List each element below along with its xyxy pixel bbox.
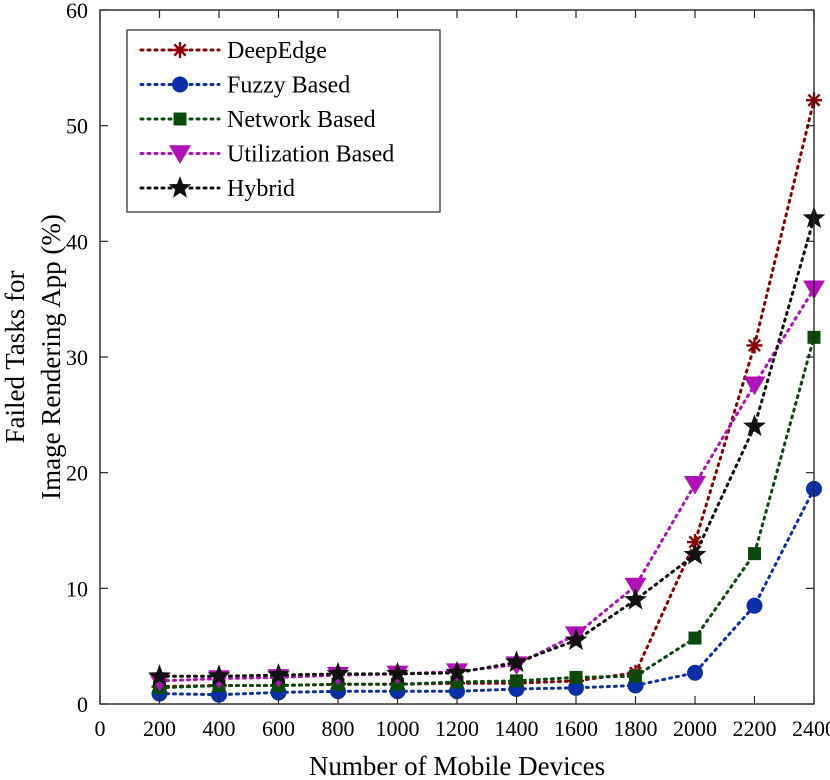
x-tick-label: 1400 [495, 716, 539, 741]
x-tick-label: 200 [143, 716, 176, 741]
y-tick-label: 40 [66, 229, 88, 254]
data-point-network-based [629, 669, 642, 683]
x-axis-label: Number of Mobile Devices [309, 751, 605, 780]
x-tick-label: 0 [95, 716, 106, 741]
data-point-utilization-based [684, 475, 706, 495]
data-point-hybrid [505, 650, 528, 673]
y-tick-label: 0 [77, 692, 88, 717]
legend-label-network-based: Network Based [227, 107, 376, 133]
x-tick-label: 600 [262, 716, 295, 741]
x-tick-label: 1800 [614, 716, 658, 741]
data-point-hybrid [207, 664, 231, 686]
legend-label-utilization-based: Utilization Based [227, 142, 394, 168]
legend-marker-hybrid [168, 176, 192, 198]
data-point-fuzzy-based [746, 597, 763, 614]
x-tick-label: 1600 [554, 716, 598, 741]
legend-marker-network-based [173, 112, 187, 126]
data-point-hybrid [267, 663, 290, 685]
x-tick-label: 400 [203, 716, 236, 741]
legend: DeepEdge Fuzzy Based Network Based Utilizat… [126, 29, 441, 213]
y-tick-label: 60 [66, 0, 88, 23]
data-point-hybrid [624, 587, 647, 610]
x-tick-label: 2200 [733, 716, 777, 741]
y-axis-label-line-2: Image Rendering App (%) [36, 214, 66, 500]
data-point-network-based [569, 670, 583, 684]
legend-label-deepedge: DeepEdge [227, 38, 327, 64]
data-point-hybrid [326, 661, 350, 684]
y-tick-label: 50 [66, 114, 88, 139]
legend-marker-utilization-based [169, 145, 191, 164]
y-tick-label: 20 [66, 461, 88, 486]
x-tick-label: 800 [322, 716, 355, 741]
legend-marker-fuzzy-based [172, 76, 188, 93]
y-tick-label: 30 [66, 345, 88, 370]
data-point-utilization-based [624, 577, 647, 597]
plot-marks [148, 92, 826, 703]
data-point-network-based [748, 547, 761, 561]
data-point-hybrid [148, 664, 171, 686]
series-line-hybrid [158, 216, 816, 678]
y-tick-label: 10 [66, 576, 88, 601]
data-point-deepedge [746, 337, 763, 354]
data-point-hybrid [743, 414, 766, 437]
axis-ticks: 0 200 400 600 800 1000 1200 1400 1600 1800 2000 220… [66, 0, 830, 741]
data-point-hybrid [386, 661, 409, 684]
series-line-utilization-based [158, 287, 816, 683]
x-tick-label: 2000 [673, 716, 717, 741]
data-point-utilization-based [743, 376, 766, 396]
series-line-fuzzy-based [158, 487, 816, 697]
x-tick-label: 1000 [376, 716, 420, 741]
data-point-utilization-based [148, 672, 171, 692]
x-tick-label: 1200 [435, 716, 479, 741]
series-line-deepedge [158, 98, 816, 689]
data-point-hybrid [564, 628, 588, 651]
legend-marker-deepedge [172, 42, 188, 58]
legend-label-hybrid: Hybrid [227, 176, 295, 202]
data-point-network-based [510, 674, 523, 688]
data-point-hybrid [683, 542, 707, 565]
data-point-network-based [688, 631, 702, 645]
y-axis-label-line-1: Failed Tasks for [0, 270, 30, 443]
data-point-hybrid [445, 660, 469, 683]
data-point-fuzzy-based [687, 664, 703, 681]
legend-label-fuzzy-based: Fuzzy Based [227, 73, 350, 99]
